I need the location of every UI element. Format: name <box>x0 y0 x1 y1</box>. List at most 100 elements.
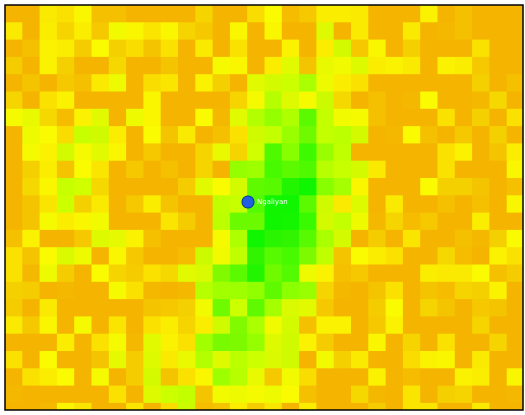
grid-cell <box>161 109 179 127</box>
grid-cell <box>507 368 525 386</box>
grid-cell <box>195 195 213 213</box>
grid-cell <box>334 282 352 300</box>
grid-cell <box>299 316 317 334</box>
grid-cell <box>109 161 127 179</box>
grid-cell <box>178 403 196 415</box>
grid-cell <box>74 57 92 75</box>
grid-cell <box>334 92 352 110</box>
grid-cell <box>472 368 490 386</box>
grid-cell <box>507 247 525 265</box>
grid-cell <box>57 22 75 40</box>
grid-cell <box>247 351 265 369</box>
grid-cell <box>195 386 213 404</box>
grid-cell <box>74 386 92 404</box>
grid-cell <box>351 195 369 213</box>
grid-cell <box>247 143 265 161</box>
grid-cell <box>213 57 231 75</box>
grid-cell <box>40 282 58 300</box>
grid-cell <box>5 351 23 369</box>
grid-cell <box>507 57 525 75</box>
grid-cell <box>265 386 283 404</box>
grid-cell <box>489 351 507 369</box>
grid-cell <box>5 161 23 179</box>
grid-cell <box>316 351 334 369</box>
grid-cell <box>40 403 58 415</box>
grid-cell <box>403 5 421 23</box>
grid-cell <box>143 5 161 23</box>
grid-cell <box>22 143 40 161</box>
grid-cell <box>472 213 490 231</box>
grid-cell <box>109 282 127 300</box>
grid-cell <box>472 161 490 179</box>
grid-cell <box>489 265 507 283</box>
grid-cell <box>420 265 438 283</box>
grid-cell <box>455 230 473 248</box>
grid-cell <box>109 213 127 231</box>
grid-cell <box>455 178 473 196</box>
grid-cell <box>230 334 248 352</box>
grid-cell <box>351 92 369 110</box>
grid-cell <box>386 299 404 317</box>
grid-cell <box>351 126 369 144</box>
grid-cell <box>57 92 75 110</box>
grid-cell <box>230 22 248 40</box>
location-marker[interactable] <box>242 196 254 208</box>
grid-cell <box>143 109 161 127</box>
grid-cell <box>368 213 386 231</box>
grid-cell <box>472 195 490 213</box>
grid-cell <box>334 230 352 248</box>
grid-cell <box>92 143 110 161</box>
grid-cell <box>438 386 456 404</box>
grid-cell <box>351 178 369 196</box>
grid-cell <box>368 74 386 92</box>
grid-cell <box>472 109 490 127</box>
grid-cell <box>420 143 438 161</box>
grid-cell <box>5 178 23 196</box>
grid-cell <box>368 57 386 75</box>
grid-cell <box>386 178 404 196</box>
grid-cell <box>247 265 265 283</box>
grid-cell <box>438 195 456 213</box>
grid-cell <box>247 57 265 75</box>
grid-cell <box>57 230 75 248</box>
grid-cell <box>213 195 231 213</box>
grid-cell <box>299 178 317 196</box>
grid-cell <box>299 403 317 415</box>
grid-cell <box>351 386 369 404</box>
grid-cell <box>5 282 23 300</box>
grid-cell <box>282 74 300 92</box>
grid-cell <box>247 74 265 92</box>
grid-cell <box>213 230 231 248</box>
grid-cell <box>195 213 213 231</box>
grid-cell <box>92 74 110 92</box>
grid-cell <box>299 22 317 40</box>
grid-cell <box>489 386 507 404</box>
grid-cell <box>265 40 283 58</box>
grid-cell <box>195 230 213 248</box>
grid-cell <box>247 40 265 58</box>
grid-cell <box>126 213 144 231</box>
grid-cell <box>455 74 473 92</box>
grid-cell <box>282 230 300 248</box>
grid-cell <box>5 5 23 23</box>
grid-cell <box>213 247 231 265</box>
grid-cell <box>109 109 127 127</box>
grid-cell <box>143 316 161 334</box>
grid-cell <box>507 213 525 231</box>
grid-cell <box>368 386 386 404</box>
grid-cell <box>213 316 231 334</box>
grid-cell <box>74 109 92 127</box>
grid-cell <box>126 22 144 40</box>
grid-cell <box>282 265 300 283</box>
grid-cell <box>178 109 196 127</box>
grid-cell <box>368 92 386 110</box>
grid-cell <box>247 334 265 352</box>
grid-cell <box>178 92 196 110</box>
grid-cell <box>247 386 265 404</box>
grid-cell <box>57 368 75 386</box>
grid-cell <box>386 334 404 352</box>
grid-cell <box>178 178 196 196</box>
grid-cell <box>282 161 300 179</box>
grid-cell <box>489 178 507 196</box>
grid-cell <box>247 22 265 40</box>
